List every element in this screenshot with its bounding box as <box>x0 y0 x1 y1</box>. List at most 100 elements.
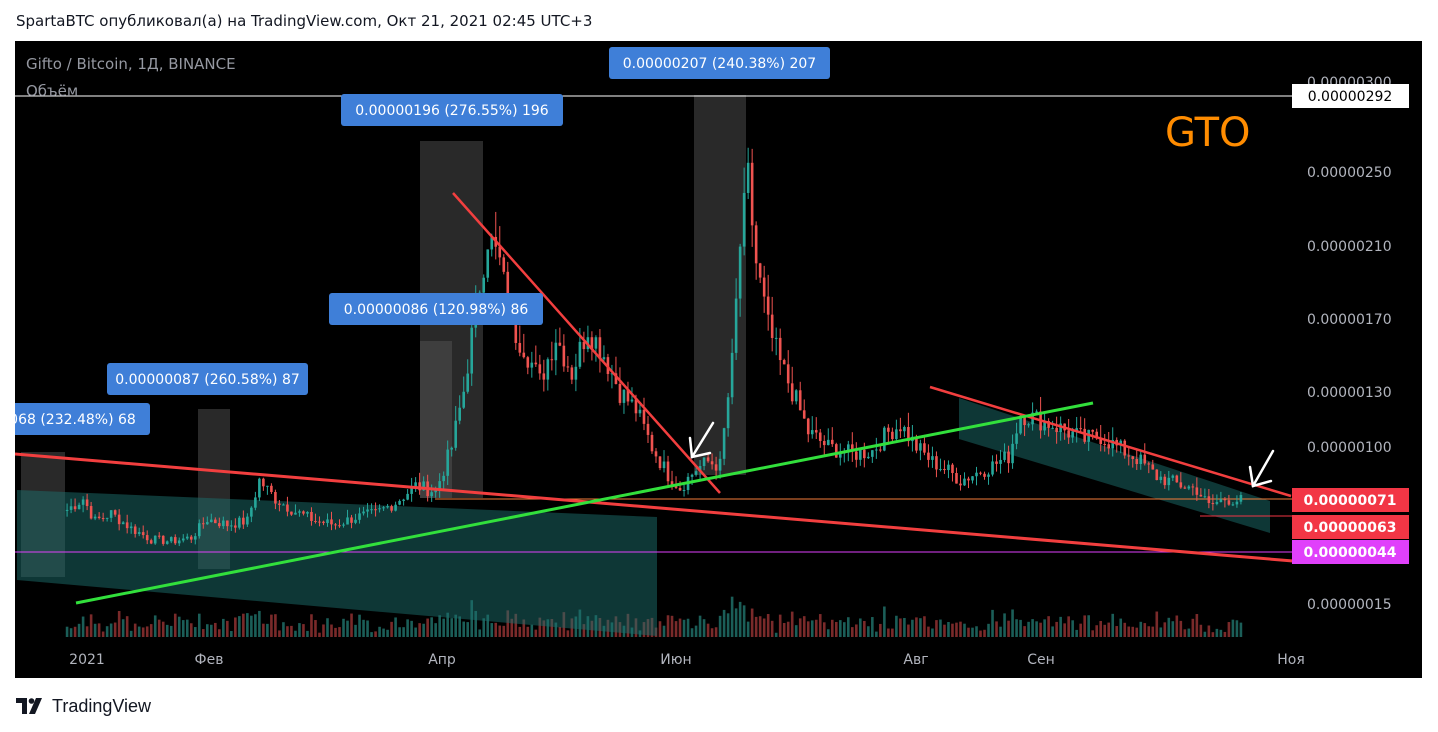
candle-body <box>334 524 337 526</box>
volume-bar <box>550 619 554 637</box>
candle-body <box>530 362 534 368</box>
candle-body <box>93 516 97 519</box>
volume-bar <box>254 614 257 637</box>
volume-bar <box>490 623 494 637</box>
candle-body <box>298 511 301 513</box>
volume-bar <box>602 625 606 637</box>
candle-body <box>374 509 377 511</box>
volume-bar <box>394 617 397 637</box>
measure-label: 068 (232.48%) 68 <box>15 403 150 435</box>
price-tag-text: 0.00000044 <box>1304 545 1397 561</box>
candle-body <box>887 427 890 432</box>
volume-bar <box>197 613 201 637</box>
price-tags: 0.00000292 0.00000071 0.00000063 0.00000044 <box>1292 84 1409 564</box>
candle-body <box>822 440 826 446</box>
candle-body <box>923 443 926 453</box>
volume-bar <box>1167 617 1171 637</box>
volume-bar <box>1091 630 1094 637</box>
candle-body <box>1211 503 1215 505</box>
candle-body <box>89 506 93 519</box>
candle-body <box>626 389 630 402</box>
volume-bar <box>851 627 854 637</box>
candle-body <box>390 506 393 511</box>
price-tag-text: 0.00000063 <box>1304 520 1397 536</box>
volume-bar <box>161 621 165 637</box>
candle-body <box>1215 502 1219 504</box>
candle-body <box>939 468 942 470</box>
candle-body <box>642 409 646 424</box>
volume-bar <box>145 626 149 637</box>
volume-bar <box>883 606 886 637</box>
volume-bar <box>991 609 994 637</box>
volume-bar <box>919 618 922 637</box>
candle-body <box>790 383 794 402</box>
candle-body <box>782 360 786 365</box>
volume-bar <box>1099 620 1102 637</box>
volume-bar <box>530 624 534 637</box>
candle-body <box>867 456 870 459</box>
volume-bar <box>1023 626 1026 637</box>
candle-body <box>590 337 594 349</box>
volume-bar <box>971 627 974 637</box>
volume-bar <box>1087 615 1090 637</box>
volume-bar <box>262 623 265 637</box>
candle-body <box>810 430 814 435</box>
volume-bar <box>822 622 826 637</box>
measure-label-text: 0.00000196 (276.55%) 196 <box>355 103 549 119</box>
candle-body <box>706 457 710 462</box>
candle-body <box>646 423 650 435</box>
volume-bar <box>863 620 866 637</box>
candle-body <box>838 453 842 458</box>
candle-body <box>165 541 169 544</box>
candle-body <box>1083 428 1086 442</box>
volume-bar <box>658 621 662 637</box>
candle-body <box>662 461 666 469</box>
volume-bar <box>859 618 862 637</box>
volume-bar <box>818 614 822 637</box>
volume-bar <box>814 619 818 637</box>
candle-body <box>1055 427 1058 433</box>
volume-bar <box>153 615 157 637</box>
volume-bar <box>314 620 317 637</box>
chart-area[interactable]: 068 (232.48%) 68 0.00000087 (260.58%) 87 0… <box>15 41 1422 678</box>
measure-label-text: 0.00000207 (240.38%) 207 <box>623 56 816 72</box>
candle-body <box>1223 499 1227 501</box>
volume-bar <box>518 626 522 637</box>
volume-bar <box>939 619 942 637</box>
candle-body <box>826 439 830 446</box>
volume-bar <box>450 618 453 637</box>
candle-body <box>81 499 85 505</box>
volume-bar <box>185 619 189 637</box>
candle-body <box>1207 496 1211 504</box>
candle-body <box>498 246 502 258</box>
volume-bar <box>754 616 758 637</box>
candle-body <box>895 429 898 440</box>
volume-bar <box>282 622 285 637</box>
volume-bar <box>834 621 838 637</box>
candle-body <box>1151 464 1155 470</box>
candle-body <box>1007 451 1010 464</box>
measure-label-text: 068 (232.48%) 68 <box>15 412 136 428</box>
candle-body <box>342 524 345 526</box>
volume-bar <box>1163 622 1167 637</box>
candle-body <box>282 504 285 506</box>
candle-body <box>758 263 762 278</box>
candle-body <box>482 277 486 293</box>
price-chart[interactable]: 068 (232.48%) 68 0.00000087 (260.58%) 87 0… <box>15 41 1422 678</box>
volume-bar <box>742 605 746 637</box>
candle-body <box>234 525 237 528</box>
measure-range-5 <box>694 95 746 475</box>
volume-bar <box>907 624 910 637</box>
candle-body <box>1111 439 1115 449</box>
candle-body <box>690 474 694 477</box>
volume-bar <box>1015 619 1018 637</box>
volume-bar <box>406 619 409 637</box>
volume-bar <box>105 626 109 637</box>
volume-bar <box>1183 629 1187 637</box>
candle-body <box>318 521 321 523</box>
candle-body <box>1195 487 1199 495</box>
candle-body <box>730 352 734 398</box>
volume-bar <box>366 620 369 637</box>
candle-body <box>262 478 265 487</box>
arrow-down-left-icon <box>688 421 715 459</box>
